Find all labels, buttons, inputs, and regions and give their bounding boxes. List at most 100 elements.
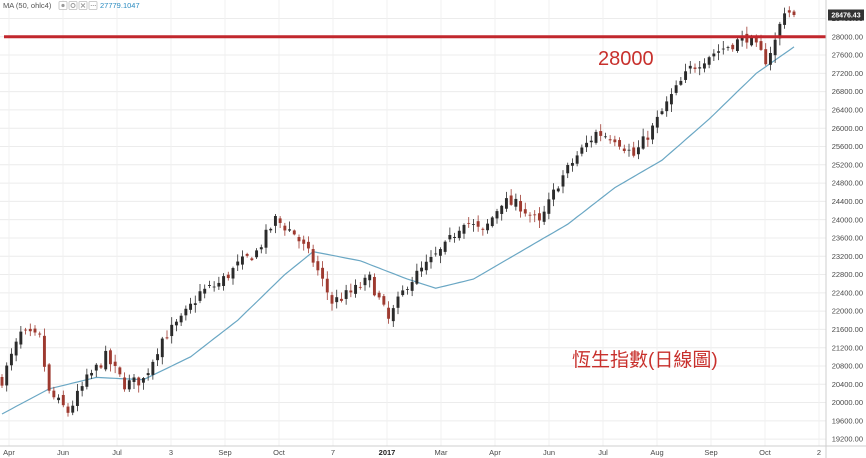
candle-body (104, 350, 108, 370)
candle-body (297, 237, 301, 242)
x-tick-label: Aug (650, 448, 663, 457)
candle-body (684, 71, 688, 80)
candle-body (693, 67, 697, 69)
gear-icon-center (70, 3, 76, 8)
y-tick-label: 21600.00 (832, 325, 863, 334)
candle-body (420, 267, 424, 272)
candle-body (339, 298, 343, 301)
candle-body (698, 67, 702, 69)
candle-body (453, 236, 457, 239)
candle-body (269, 228, 273, 231)
y-tick-label: 22800.00 (832, 270, 863, 279)
gear-icon[interactable] (68, 1, 78, 10)
candle-body (198, 291, 202, 301)
candle-body (537, 213, 541, 221)
candle-body (278, 218, 282, 223)
candle-body (170, 324, 174, 337)
y-tick-label: 26800.00 (832, 87, 863, 96)
candle-body (311, 249, 315, 263)
last-price-badge (828, 9, 864, 21)
candle-body (457, 230, 461, 239)
candle-body (90, 372, 94, 376)
candle-body (603, 136, 607, 138)
candle-body (316, 261, 320, 271)
candle-body (42, 335, 46, 367)
candle-body (240, 256, 244, 265)
candle-body (288, 229, 292, 231)
candle-body (137, 377, 141, 386)
candle-body (0, 377, 4, 386)
candle-body (533, 214, 537, 216)
candle-body (410, 282, 414, 291)
candle-body (245, 253, 249, 256)
candle-body (783, 13, 787, 25)
candle-body (302, 239, 306, 244)
candle-body (132, 377, 136, 382)
candle-body (108, 350, 112, 365)
candle-body (66, 406, 70, 413)
candle-body (377, 292, 381, 298)
candle-body (264, 229, 268, 248)
x-tick-label: Apr (489, 448, 501, 457)
candle-body (622, 148, 626, 151)
candle-body (589, 140, 593, 143)
candle-body (514, 198, 518, 207)
candle-body (75, 390, 79, 406)
candle-body (28, 328, 32, 332)
indicator-header[interactable]: MA (50, ohlc4) 27779.1047 (3, 1, 140, 10)
candle-body (387, 307, 391, 319)
candle-body (585, 142, 589, 148)
candle-body (651, 125, 655, 140)
y-axis-tick-labels: 28400.0028000.0027600.0027200.0026800.00… (832, 14, 863, 444)
candle-body (33, 328, 37, 333)
candle-body (236, 261, 240, 266)
candle-body (57, 397, 61, 401)
close-icon-glyph (80, 3, 86, 8)
candle-body (141, 378, 145, 383)
y-tick-label: 22000.00 (832, 307, 863, 316)
candle-body (61, 394, 65, 406)
price-label: 28476.43 (828, 9, 864, 21)
candle-body (528, 214, 532, 216)
candle-body (9, 353, 13, 366)
candle-body (123, 377, 127, 390)
candle-body (731, 44, 735, 50)
candle-body (47, 364, 51, 391)
x-tick-label: Jul (598, 448, 608, 457)
candle-body (462, 224, 466, 234)
candle-body (368, 274, 372, 281)
candle-body (556, 188, 560, 192)
candle-body (467, 222, 471, 224)
candle-body (646, 137, 650, 140)
candle-body (490, 217, 494, 227)
candle-body (146, 373, 150, 376)
candle-body (679, 80, 683, 85)
candle-body (542, 211, 546, 222)
candle-body (735, 39, 739, 52)
candle-body (575, 155, 579, 164)
x-tick-label: Sep (218, 448, 231, 457)
candle-body (127, 380, 131, 390)
y-tick-label: 19600.00 (832, 416, 863, 425)
candle-body (222, 276, 226, 286)
candle-body (717, 51, 721, 53)
y-tick-label: 22400.00 (832, 288, 863, 297)
candle-body (688, 65, 692, 69)
candle-body (641, 136, 645, 149)
y-tick-label: 23600.00 (832, 234, 863, 243)
support-level-annotation: 28000 (598, 48, 654, 70)
grid-lines (0, 0, 826, 446)
candle-body (768, 52, 772, 65)
candle-body (665, 101, 669, 112)
candle-body (212, 286, 216, 288)
candle-body (113, 361, 117, 366)
candle-body (471, 224, 475, 225)
y-tick-label: 20000.00 (832, 398, 863, 407)
last-price-text: 28476.43 (831, 13, 860, 20)
candle-body (94, 364, 98, 371)
x-tick-label: 2017 (379, 448, 396, 457)
candle-body (561, 175, 565, 187)
chart-annotation-title: 恆生指數(日線圖) (572, 349, 718, 371)
